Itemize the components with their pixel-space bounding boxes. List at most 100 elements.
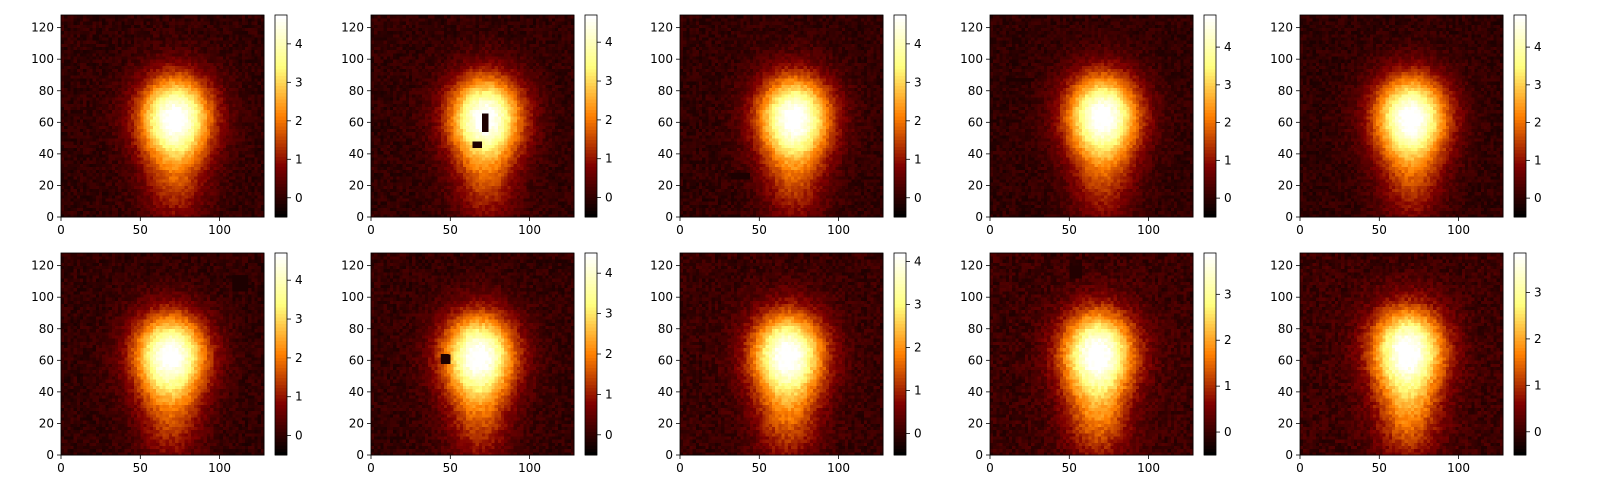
y-tick-label: 100 bbox=[650, 52, 673, 66]
x-tick-label: 0 bbox=[1296, 223, 1304, 237]
y-tick-label: 100 bbox=[341, 290, 364, 304]
x-tick-label: 0 bbox=[1296, 461, 1304, 475]
colorbar-tick-label: 2 bbox=[914, 114, 922, 128]
colorbar-tick-label: 2 bbox=[1534, 116, 1542, 130]
heatmap-cells bbox=[990, 253, 1193, 455]
y-tick-label: 120 bbox=[1270, 21, 1293, 35]
y-tick-label: 60 bbox=[349, 353, 364, 367]
y-tick-label: 100 bbox=[960, 290, 983, 304]
masked-region-2 bbox=[474, 143, 482, 148]
y-tick-label: 20 bbox=[658, 416, 673, 430]
y-tick-label: 40 bbox=[1278, 385, 1293, 399]
x-tick-label: 100 bbox=[208, 223, 231, 237]
y-tick-label: 80 bbox=[658, 322, 673, 336]
colorbar-tick-label: 2 bbox=[295, 114, 303, 128]
y-tick-label: 0 bbox=[665, 448, 673, 462]
colorbar-tick-label: 2 bbox=[914, 341, 922, 355]
y-tick-label: 20 bbox=[1278, 178, 1293, 192]
colorbar bbox=[1514, 15, 1526, 218]
y-tick-label: 60 bbox=[658, 115, 673, 129]
y-tick-label: 60 bbox=[1278, 353, 1293, 367]
colorbar-tick-label: 1 bbox=[914, 152, 922, 166]
y-tick-label: 120 bbox=[31, 21, 54, 35]
colorbar-tick-label: 0 bbox=[295, 429, 303, 443]
colorbar-tick-label: 0 bbox=[605, 428, 613, 442]
y-tick-label: 80 bbox=[1278, 84, 1293, 98]
x-tick-label: 50 bbox=[1062, 461, 1077, 475]
y-tick-label: 100 bbox=[650, 290, 673, 304]
colorbar-tick-label: 3 bbox=[1534, 285, 1542, 299]
x-tick-label: 100 bbox=[827, 461, 850, 475]
y-tick-label: 20 bbox=[39, 178, 54, 192]
y-tick-label: 120 bbox=[341, 259, 364, 273]
y-tick-label: 80 bbox=[968, 84, 983, 98]
colorbar-tick-label: 4 bbox=[1534, 40, 1542, 54]
heatmap-cells bbox=[1300, 253, 1503, 455]
x-tick-label: 100 bbox=[518, 223, 541, 237]
colorbar-tick-label: 2 bbox=[605, 347, 613, 361]
y-tick-label: 80 bbox=[1278, 322, 1293, 336]
y-tick-label: 0 bbox=[356, 448, 364, 462]
colorbar bbox=[585, 253, 597, 456]
y-tick-label: 60 bbox=[349, 115, 364, 129]
y-tick-label: 100 bbox=[31, 290, 54, 304]
colorbar-tick-label: 4 bbox=[295, 37, 303, 51]
colorbar-tick-label: 1 bbox=[295, 152, 303, 166]
colorbar-tick-label: 3 bbox=[295, 312, 303, 326]
colorbar-tick-label: 3 bbox=[1534, 78, 1542, 92]
colorbar-tick-label: 0 bbox=[605, 191, 613, 205]
y-tick-label: 60 bbox=[968, 353, 983, 367]
x-tick-label: 50 bbox=[1372, 223, 1387, 237]
colorbar bbox=[894, 15, 906, 218]
colorbar-tick-label: 0 bbox=[1534, 191, 1542, 205]
y-tick-label: 80 bbox=[349, 322, 364, 336]
heatmap-cells bbox=[680, 253, 883, 455]
y-tick-label: 120 bbox=[960, 21, 983, 35]
y-tick-label: 80 bbox=[39, 84, 54, 98]
colorbar-tick-label: 1 bbox=[1534, 153, 1542, 167]
colorbar-tick-label: 4 bbox=[605, 35, 613, 49]
y-tick-label: 40 bbox=[1278, 147, 1293, 161]
masked-region-1 bbox=[482, 114, 488, 131]
colorbar bbox=[1204, 253, 1216, 456]
y-tick-label: 100 bbox=[341, 52, 364, 66]
x-tick-label: 0 bbox=[986, 461, 994, 475]
x-tick-label: 0 bbox=[367, 461, 375, 475]
colorbar-tick-label: 2 bbox=[295, 351, 303, 365]
y-tick-label: 100 bbox=[31, 52, 54, 66]
colorbar-tick-label: 1 bbox=[605, 387, 613, 401]
y-tick-label: 20 bbox=[1278, 416, 1293, 430]
colorbar-tick-label: 1 bbox=[295, 390, 303, 404]
y-tick-label: 40 bbox=[658, 385, 673, 399]
masked-region-1 bbox=[1071, 266, 1081, 279]
colorbar-tick-label: 1 bbox=[1224, 153, 1232, 167]
y-tick-label: 120 bbox=[650, 259, 673, 273]
y-tick-label: 60 bbox=[1278, 115, 1293, 129]
heatmap-cells bbox=[61, 15, 264, 217]
x-tick-label: 100 bbox=[1447, 223, 1470, 237]
y-tick-label: 0 bbox=[46, 448, 54, 462]
y-tick-label: 40 bbox=[349, 147, 364, 161]
y-tick-label: 120 bbox=[1270, 259, 1293, 273]
colorbar bbox=[894, 253, 906, 456]
x-tick-label: 0 bbox=[986, 223, 994, 237]
heatmap-cells bbox=[680, 15, 883, 217]
colorbar-tick-label: 0 bbox=[1534, 425, 1542, 439]
colorbar-tick-label: 4 bbox=[1224, 40, 1232, 54]
colorbar-tick-label: 1 bbox=[1224, 379, 1232, 393]
colorbar bbox=[1204, 15, 1216, 218]
colorbar-tick-label: 3 bbox=[295, 75, 303, 89]
colorbar-tick-label: 3 bbox=[605, 307, 613, 321]
y-tick-label: 0 bbox=[975, 210, 983, 224]
y-tick-label: 100 bbox=[1270, 52, 1293, 66]
colorbar-tick-label: 3 bbox=[914, 298, 922, 312]
x-tick-label: 100 bbox=[208, 461, 231, 475]
colorbar bbox=[1514, 253, 1526, 456]
